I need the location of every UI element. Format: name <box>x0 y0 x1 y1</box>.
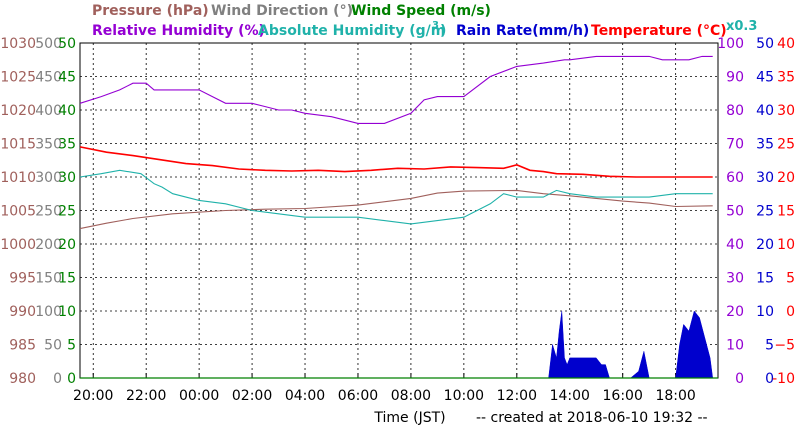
pressure-tick-label: 985 <box>9 338 36 354</box>
wind-direction-tick-label: 250 <box>35 204 62 220</box>
x-tick-label: 06:00 <box>338 388 378 404</box>
relative-humidity-tick-label: 80 <box>726 103 744 119</box>
legend-superscript: 3 <box>432 20 439 31</box>
legend-entry: Wind Direction (°) <box>211 3 353 19</box>
rain-rate-tick-label: 25 <box>756 204 774 220</box>
rain-rate-tick-label: 50 <box>756 36 774 52</box>
pressure-tick-label: 1000 <box>0 237 36 253</box>
x-tick-label: 00:00 <box>179 388 219 404</box>
relative-humidity-tick-label: 20 <box>726 304 744 320</box>
x-tick-label: 02:00 <box>232 388 272 404</box>
rain-rate-tick-label: 40 <box>756 103 774 119</box>
legend-paren: ) <box>440 23 446 39</box>
wind-speed-tick-label: 15 <box>58 271 76 287</box>
rain-rate-tick-label: 5 <box>765 338 774 354</box>
rain-rate-tick-label: 20 <box>756 237 774 253</box>
temperature-tick-label: −5 <box>774 338 795 354</box>
wind-speed-tick-label: 10 <box>58 304 76 320</box>
rain-rate-tick-label: 35 <box>756 137 774 153</box>
wind-direction-tick-label: 50 <box>44 338 62 354</box>
relative-humidity-tick-label: 70 <box>726 137 744 153</box>
x-tick-label: 10:00 <box>444 388 484 404</box>
x-tick-label: 12:00 <box>497 388 537 404</box>
wind-speed-tick-label: 0 <box>67 371 76 387</box>
x-tick-label: 20:00 <box>73 388 113 404</box>
pressure-tick-label: 1005 <box>0 204 36 220</box>
pressure-tick-label: 980 <box>9 371 36 387</box>
wind-speed-tick-label: 50 <box>58 36 76 52</box>
wind-direction-tick-label: 0 <box>53 371 62 387</box>
rain-rate-tick-label: 0 <box>765 371 774 387</box>
relative-humidity-tick-label: 50 <box>726 204 744 220</box>
relative-humidity-line <box>79 55 713 124</box>
rain-rate-tick-label: 45 <box>756 70 774 86</box>
created-timestamp: -- created at 2018-06-10 19:32 -- <box>476 410 708 426</box>
legend-entry: Rain Rate(mm/h) <box>456 23 589 39</box>
pressure-tick-label: 995 <box>9 271 36 287</box>
x-tick-label: 16:00 <box>603 388 643 404</box>
pressure-tick-label: 1020 <box>0 103 36 119</box>
x-tick-label: 22:00 <box>126 388 166 404</box>
temperature-tick-label: 5 <box>786 271 795 287</box>
wind-direction-tick-label: 200 <box>35 237 62 253</box>
x-tick-label: 18:00 <box>655 388 695 404</box>
wind-direction-tick-label: 300 <box>35 170 62 186</box>
temperature-tick-label: 40 <box>777 36 795 52</box>
relative-humidity-tick-label: 100 <box>717 36 744 52</box>
legend-entry: Absolute Humidity (g/m <box>258 23 445 39</box>
wind-direction-tick-label: 100 <box>35 304 62 320</box>
temperature-tick-label: 30 <box>777 103 795 119</box>
rain-rate-tick-label: 15 <box>756 271 774 287</box>
wind-direction-tick-label: 150 <box>35 271 62 287</box>
x-tick-label: 14:00 <box>550 388 590 404</box>
temperature-tick-label: 10 <box>777 237 795 253</box>
wind-speed-tick-label: 30 <box>58 170 76 186</box>
relative-humidity-tick-label: 30 <box>726 271 744 287</box>
relative-humidity-tick-label: 90 <box>726 70 744 86</box>
temperature-tick-label: 15 <box>777 204 795 220</box>
x-tick-label: 04:00 <box>285 388 325 404</box>
rain-rate-tick-label: 10 <box>756 304 774 320</box>
temperature-tick-label: 25 <box>777 137 795 153</box>
temperature-tick-label: 20 <box>777 170 795 186</box>
temperature-tick-label: -10 <box>772 371 795 387</box>
temperature-tick-label: 35 <box>777 70 795 86</box>
rain-rate-tick-label: 30 <box>756 170 774 186</box>
wind-speed-tick-label: 5 <box>67 338 76 354</box>
relative-humidity-tick-label: 60 <box>726 170 744 186</box>
legend-entry: Wind Speed (m/s) <box>351 3 491 19</box>
legend-entry: Pressure (hPa) <box>92 3 209 19</box>
scale-note: x0.3 <box>726 19 757 34</box>
wind-direction-tick-label: 350 <box>35 137 62 153</box>
relative-humidity-tick-label: 40 <box>726 237 744 253</box>
wind-direction-tick-label: 450 <box>35 70 62 86</box>
pressure-tick-label: 1030 <box>0 36 36 52</box>
x-tick-label: 08:00 <box>391 388 431 404</box>
wind-speed-tick-label: 20 <box>58 237 76 253</box>
relative-humidity-tick-label: 10 <box>726 338 744 354</box>
pressure-tick-label: 1010 <box>0 170 36 186</box>
wind-speed-tick-label: 40 <box>58 103 76 119</box>
wind-speed-tick-label: 25 <box>58 204 76 220</box>
pressure-tick-label: 990 <box>9 304 36 320</box>
relative-humidity-tick-label: 0 <box>735 371 744 387</box>
pressure-tick-label: 1015 <box>0 137 36 153</box>
wind-direction-tick-label: 500 <box>35 36 62 52</box>
wind-speed-tick-label: 35 <box>58 137 76 153</box>
wind-direction-tick-label: 400 <box>35 103 62 119</box>
legend-entry: Relative Humidity (%) <box>92 23 265 39</box>
temperature-tick-label: 0 <box>786 304 795 320</box>
x-axis-label: Time (JST) <box>373 410 445 426</box>
pressure-tick-label: 1025 <box>0 70 36 86</box>
wind-speed-tick-label: 45 <box>58 70 76 86</box>
legend-entry: Temperature (°C) <box>591 23 727 39</box>
